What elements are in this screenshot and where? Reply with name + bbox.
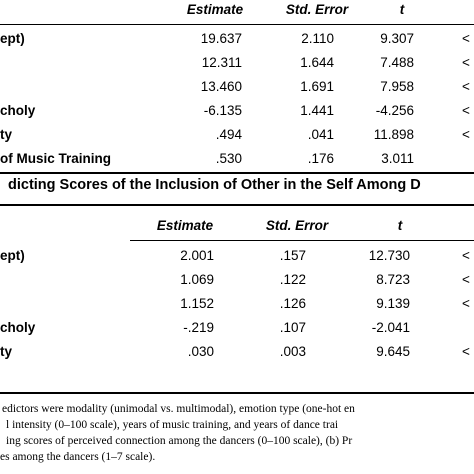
- table-row: 1.069 .122 8.723 <: [0, 268, 474, 292]
- estimate-cell: .530: [215, 151, 242, 166]
- p-cell: <: [462, 296, 470, 311]
- t-cell: 7.958: [380, 79, 414, 94]
- t-cell: 9.307: [380, 31, 414, 46]
- table-1-header-row: Estimate Std. Error t: [0, 0, 474, 22]
- t-cell: 9.645: [376, 344, 410, 359]
- t-cell: 12.730: [368, 248, 410, 263]
- row-label: ty: [0, 344, 13, 359]
- row-label: ty: [0, 127, 13, 142]
- row-label: ept): [0, 248, 25, 263]
- std-error-cell: 1.644: [300, 55, 334, 70]
- table-row: 13.460 1.691 7.958 <: [0, 75, 474, 99]
- table-2-bottom-rule: [0, 392, 474, 394]
- row-label: choly: [0, 320, 36, 335]
- p-cell: <: [462, 344, 470, 359]
- std-error-cell: .126: [279, 296, 306, 311]
- std-error-cell: .122: [279, 272, 306, 287]
- table-2-header-row: Estimate Std. Error t: [0, 214, 474, 238]
- estimate-cell: -6.135: [203, 103, 242, 118]
- table-row: choly -.219 .107 -2.041: [0, 316, 474, 340]
- std-error-cell: .003: [279, 344, 306, 359]
- table-note-line: es among the dancers (1–7 scale).: [0, 451, 156, 463]
- table-2-header-std-error: Std. Error: [265, 218, 329, 233]
- std-error-cell: 2.110: [301, 31, 334, 46]
- p-cell: <: [462, 31, 470, 46]
- table-row: 1.152 .126 9.139 <: [0, 292, 474, 316]
- table-row: ept) 2.001 .157 12.730 <: [0, 244, 474, 268]
- table-1-header-t: t: [399, 2, 405, 17]
- p-cell: <: [462, 79, 470, 94]
- estimate-cell: .494: [215, 127, 242, 142]
- table-note-line: ing scores of perceived connection among…: [6, 435, 353, 447]
- estimate-cell: 12.311: [201, 55, 242, 70]
- table-note-line: l intensity (0–100 scale), years of musi…: [6, 419, 339, 431]
- table-1-header-estimate: Estimate: [186, 2, 244, 17]
- table-row: ty .494 .041 11.898 <: [0, 123, 474, 147]
- t-cell: 11.898: [373, 127, 414, 142]
- row-label: of Music Training: [0, 151, 112, 166]
- std-error-cell: .176: [307, 151, 334, 166]
- p-cell: <: [462, 248, 470, 263]
- table-2-top-rule: [0, 204, 474, 206]
- table-row: choly -6.135 1.441 -4.256 <: [0, 99, 474, 123]
- table-row: ept) 19.637 2.110 9.307 <: [0, 27, 474, 51]
- row-label: ept): [0, 31, 25, 46]
- std-error-cell: 1.441: [300, 103, 334, 118]
- estimate-cell: 2.001: [180, 248, 214, 263]
- std-error-cell: .107: [279, 320, 306, 335]
- std-error-cell: .041: [307, 127, 334, 142]
- p-cell: <: [462, 103, 470, 118]
- table-row: of Music Training .530 .176 3.011: [0, 147, 474, 171]
- estimate-cell: -.219: [183, 320, 214, 335]
- t-cell: 8.723: [376, 272, 410, 287]
- std-error-cell: .157: [279, 248, 306, 263]
- table-1-header-rule: [0, 24, 474, 25]
- t-cell: -2.041: [371, 320, 410, 335]
- estimate-cell: 1.069: [180, 272, 214, 287]
- table-2-header-estimate: Estimate: [156, 218, 214, 233]
- table-row: ty .030 .003 9.645 <: [0, 340, 474, 364]
- estimate-cell: 19.637: [200, 31, 242, 46]
- table-note-line: edictors were modality (unimodal vs. mul…: [2, 403, 355, 415]
- t-cell: 9.139: [376, 296, 410, 311]
- row-label: choly: [0, 103, 36, 118]
- table-1-header-std-error: Std. Error: [285, 2, 349, 17]
- p-cell: <: [462, 272, 470, 287]
- table-row: 12.311 1.644 7.488 <: [0, 51, 474, 75]
- table-2-header-t: t: [397, 218, 403, 233]
- p-cell: <: [462, 127, 470, 142]
- estimate-cell: 13.460: [200, 79, 242, 94]
- t-cell: 7.488: [380, 55, 414, 70]
- estimate-cell: .030: [187, 344, 214, 359]
- std-error-cell: 1.691: [300, 79, 334, 94]
- estimate-cell: 1.152: [180, 296, 214, 311]
- t-cell: 3.011: [381, 151, 414, 166]
- table-1-bottom-rule: [0, 172, 474, 174]
- t-cell: -4.256: [375, 103, 414, 118]
- p-cell: <: [462, 55, 470, 70]
- table-2-header-rule: [130, 240, 474, 241]
- table-2-caption: dicting Scores of the Inclusion of Other…: [8, 177, 421, 193]
